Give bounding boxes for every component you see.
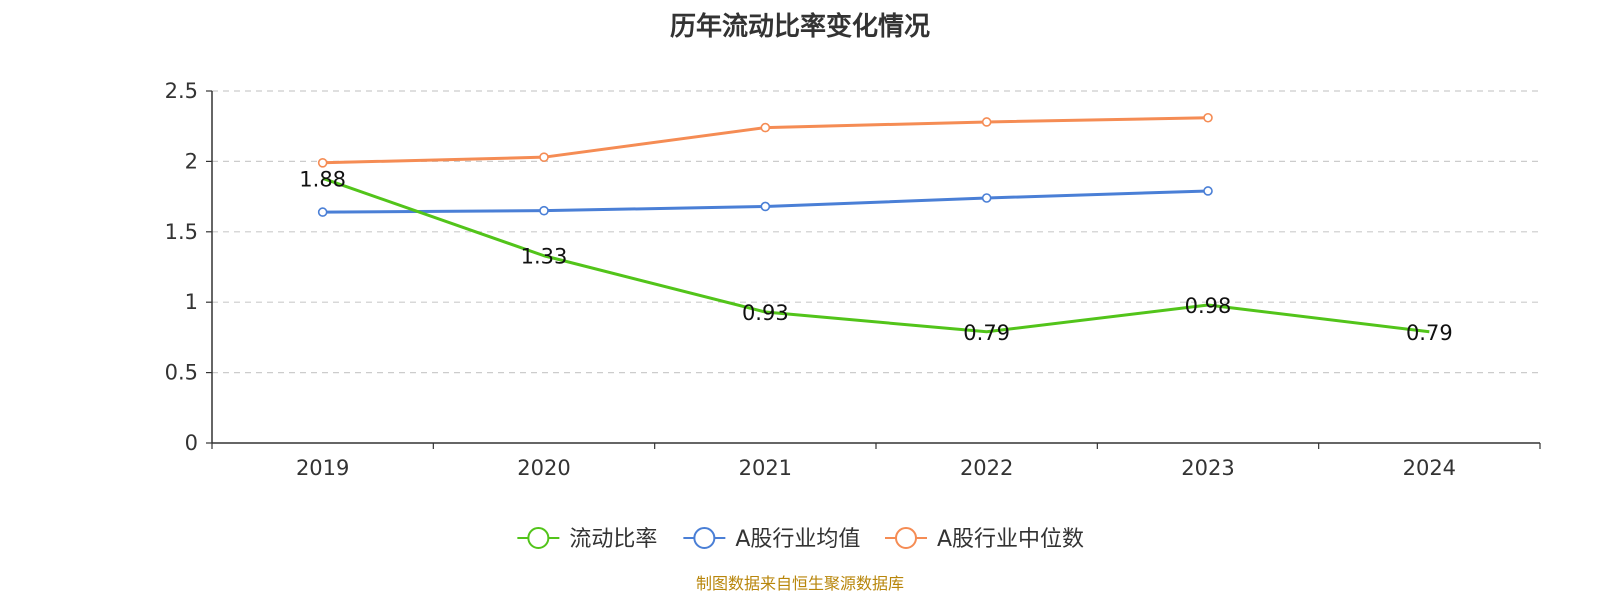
x-tick-label: 2019 [296,456,349,480]
y-tick-label: 0 [185,431,198,455]
data-point [760,201,771,212]
y-tick-label: 0.5 [165,361,198,385]
x-tick-label: 2022 [960,456,1013,480]
legend-item: A股行业均值 [683,527,860,552]
grid-lines [212,90,1540,374]
data-point [539,205,549,216]
data-point [981,193,992,203]
y-tick-label: 1.5 [165,220,198,244]
legend-label: A股行业中位数 [937,527,1084,552]
data-label: 1.33 [521,245,568,269]
y-tick-label: 2 [185,149,198,173]
legend-marker-icon [527,527,550,549]
data-label: 1.88 [299,167,346,191]
data-label: 0.79 [1406,321,1453,345]
legend-item: 流动比率 [517,527,657,552]
x-tick-label: 2023 [1181,456,1234,480]
data-label: 0.98 [1185,294,1232,318]
data-label: 0.79 [963,321,1010,345]
legend-item: A股行业中位数 [885,527,1084,552]
x-tick-label: 2024 [1403,456,1456,480]
data-point [1203,112,1213,123]
x-tick-label: 2020 [517,456,570,480]
data-point [981,117,992,127]
data-point [760,122,771,133]
legend-marker-icon [895,527,917,549]
legend-marker-icon [693,527,716,549]
legend: 流动比率 A股行业均值 A股行业中位数 [517,527,1084,552]
axes: 0 0.5 1 1.5 2 2.5 2019 2020 2021 2022 2023 2024 [165,79,1541,480]
data-point [1203,186,1213,196]
data-point [317,207,328,217]
series-line [322,176,1430,334]
data-labels: 1.88 1.33 0.93 0.79 0.98 0.79 [299,167,1452,344]
data-point [539,152,549,162]
data-point [317,158,328,168]
series-lines [317,112,1430,334]
legend-label: A股行业均值 [735,527,860,552]
legend-label: 流动比率 [569,527,657,552]
x-tick-label: 2021 [739,456,792,480]
data-label: 0.93 [742,301,789,325]
source-note: 制图数据来自恒生聚源数据库 [695,574,904,593]
y-tick-label: 2.5 [165,79,198,103]
y-tick-label: 1 [185,290,198,314]
chart-title: 历年流动比率变化情况 [669,12,930,42]
